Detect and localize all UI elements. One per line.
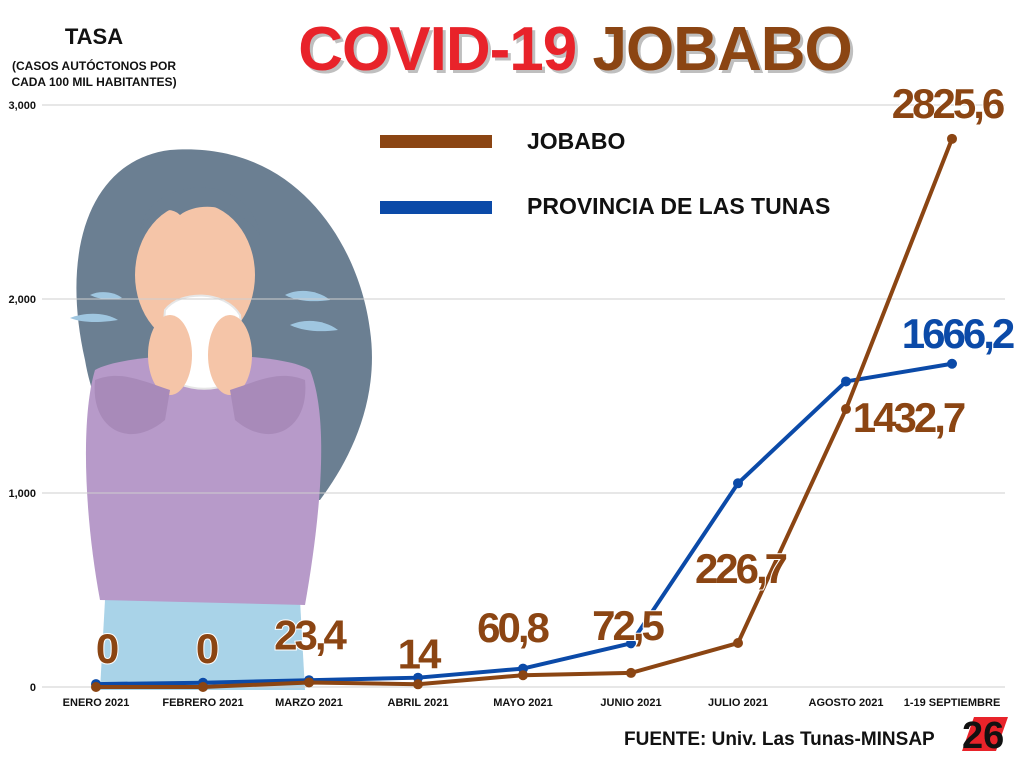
data-point-jobabo [304,677,314,688]
data-label-jobabo: 226,7 [695,545,787,592]
data-point-provincia [947,358,957,369]
data-label-jobabo: 14 [398,630,442,677]
y-tick-label: 2,000 [8,294,36,306]
x-tick-label: MAYO 2021 [493,697,553,709]
data-point-jobabo [841,404,851,415]
title-part-covid: COVID-19 [298,15,577,84]
data-label-jobabo: 60,8 [477,604,549,651]
legend-label-jobabo: JOBABO [527,128,626,154]
data-point-provincia [733,478,743,489]
x-tick-label: 1-19 SEPTIEMBRE [904,697,1001,709]
data-point-provincia [626,638,636,649]
data-point-provincia [841,376,851,387]
data-point-jobabo [626,667,636,678]
x-tick-label: JULIO 2021 [708,697,768,709]
x-tick-label: ABRIL 2021 [388,697,449,709]
data-label-jobabo: 23,4 [274,611,347,658]
sneezing-woman-illustration [70,149,372,690]
data-point-jobabo [947,133,957,144]
data-point-jobabo [733,638,743,649]
series-group [91,133,957,692]
data-label-jobabo: 1432,7 [853,394,965,441]
legend-swatch-provincia [380,201,492,214]
logo-26: 26 [962,715,1008,755]
data-label-jobabo: 72,5 [592,602,664,649]
x-tick-label: AGOSTO 2021 [809,697,884,709]
legend-swatch-jobabo [380,135,492,148]
data-label-jobabo: 0 [96,625,118,672]
data-point-jobabo [91,682,101,692]
y-tick-label: 1,000 [8,488,36,500]
data-label-provincia: 1666,2 [902,310,1014,357]
x-tick-label: ENERO 2021 [63,697,130,709]
source-note: FUENTE: Univ. Las Tunas-MINSAP [624,729,935,750]
data-labels: 0 0 23,4 14 60,8 72,5 226,7 1432,7 2825,6 1666,2 [95,79,1018,678]
x-axis: ENERO 2021 FEBRERO 2021 MARZO 2021 ABRIL 20… [63,697,1001,709]
data-label-jobabo: 2825,6 [892,80,1004,127]
data-point-jobabo [413,679,423,690]
logo-text: 26 [962,715,1004,755]
legend-label-provincia: PROVINCIA DE LAS TUNAS [527,193,831,219]
chart-title: COVID-19 JOBABO [0,14,1024,85]
y-tick-label: 0 [30,682,36,694]
y-tick-label: 3,000 [8,100,36,112]
y-axis: 0 1,000 2,000 3,000 [8,100,36,694]
x-tick-label: MARZO 2021 [275,697,343,709]
data-point-jobabo [198,682,208,692]
y-axis-subtitle: (CASOS AUTÓCTONOS POR CADA 100 MIL HABIT… [11,59,177,89]
data-label-jobabo: 0 [196,625,218,672]
y-axis-title: TASA [64,24,124,49]
data-point-jobabo [518,670,528,681]
title-part-jobabo: JOBABO [592,15,852,84]
x-tick-label: FEBRERO 2021 [162,697,243,709]
x-tick-label: JUNIO 2021 [600,697,661,709]
